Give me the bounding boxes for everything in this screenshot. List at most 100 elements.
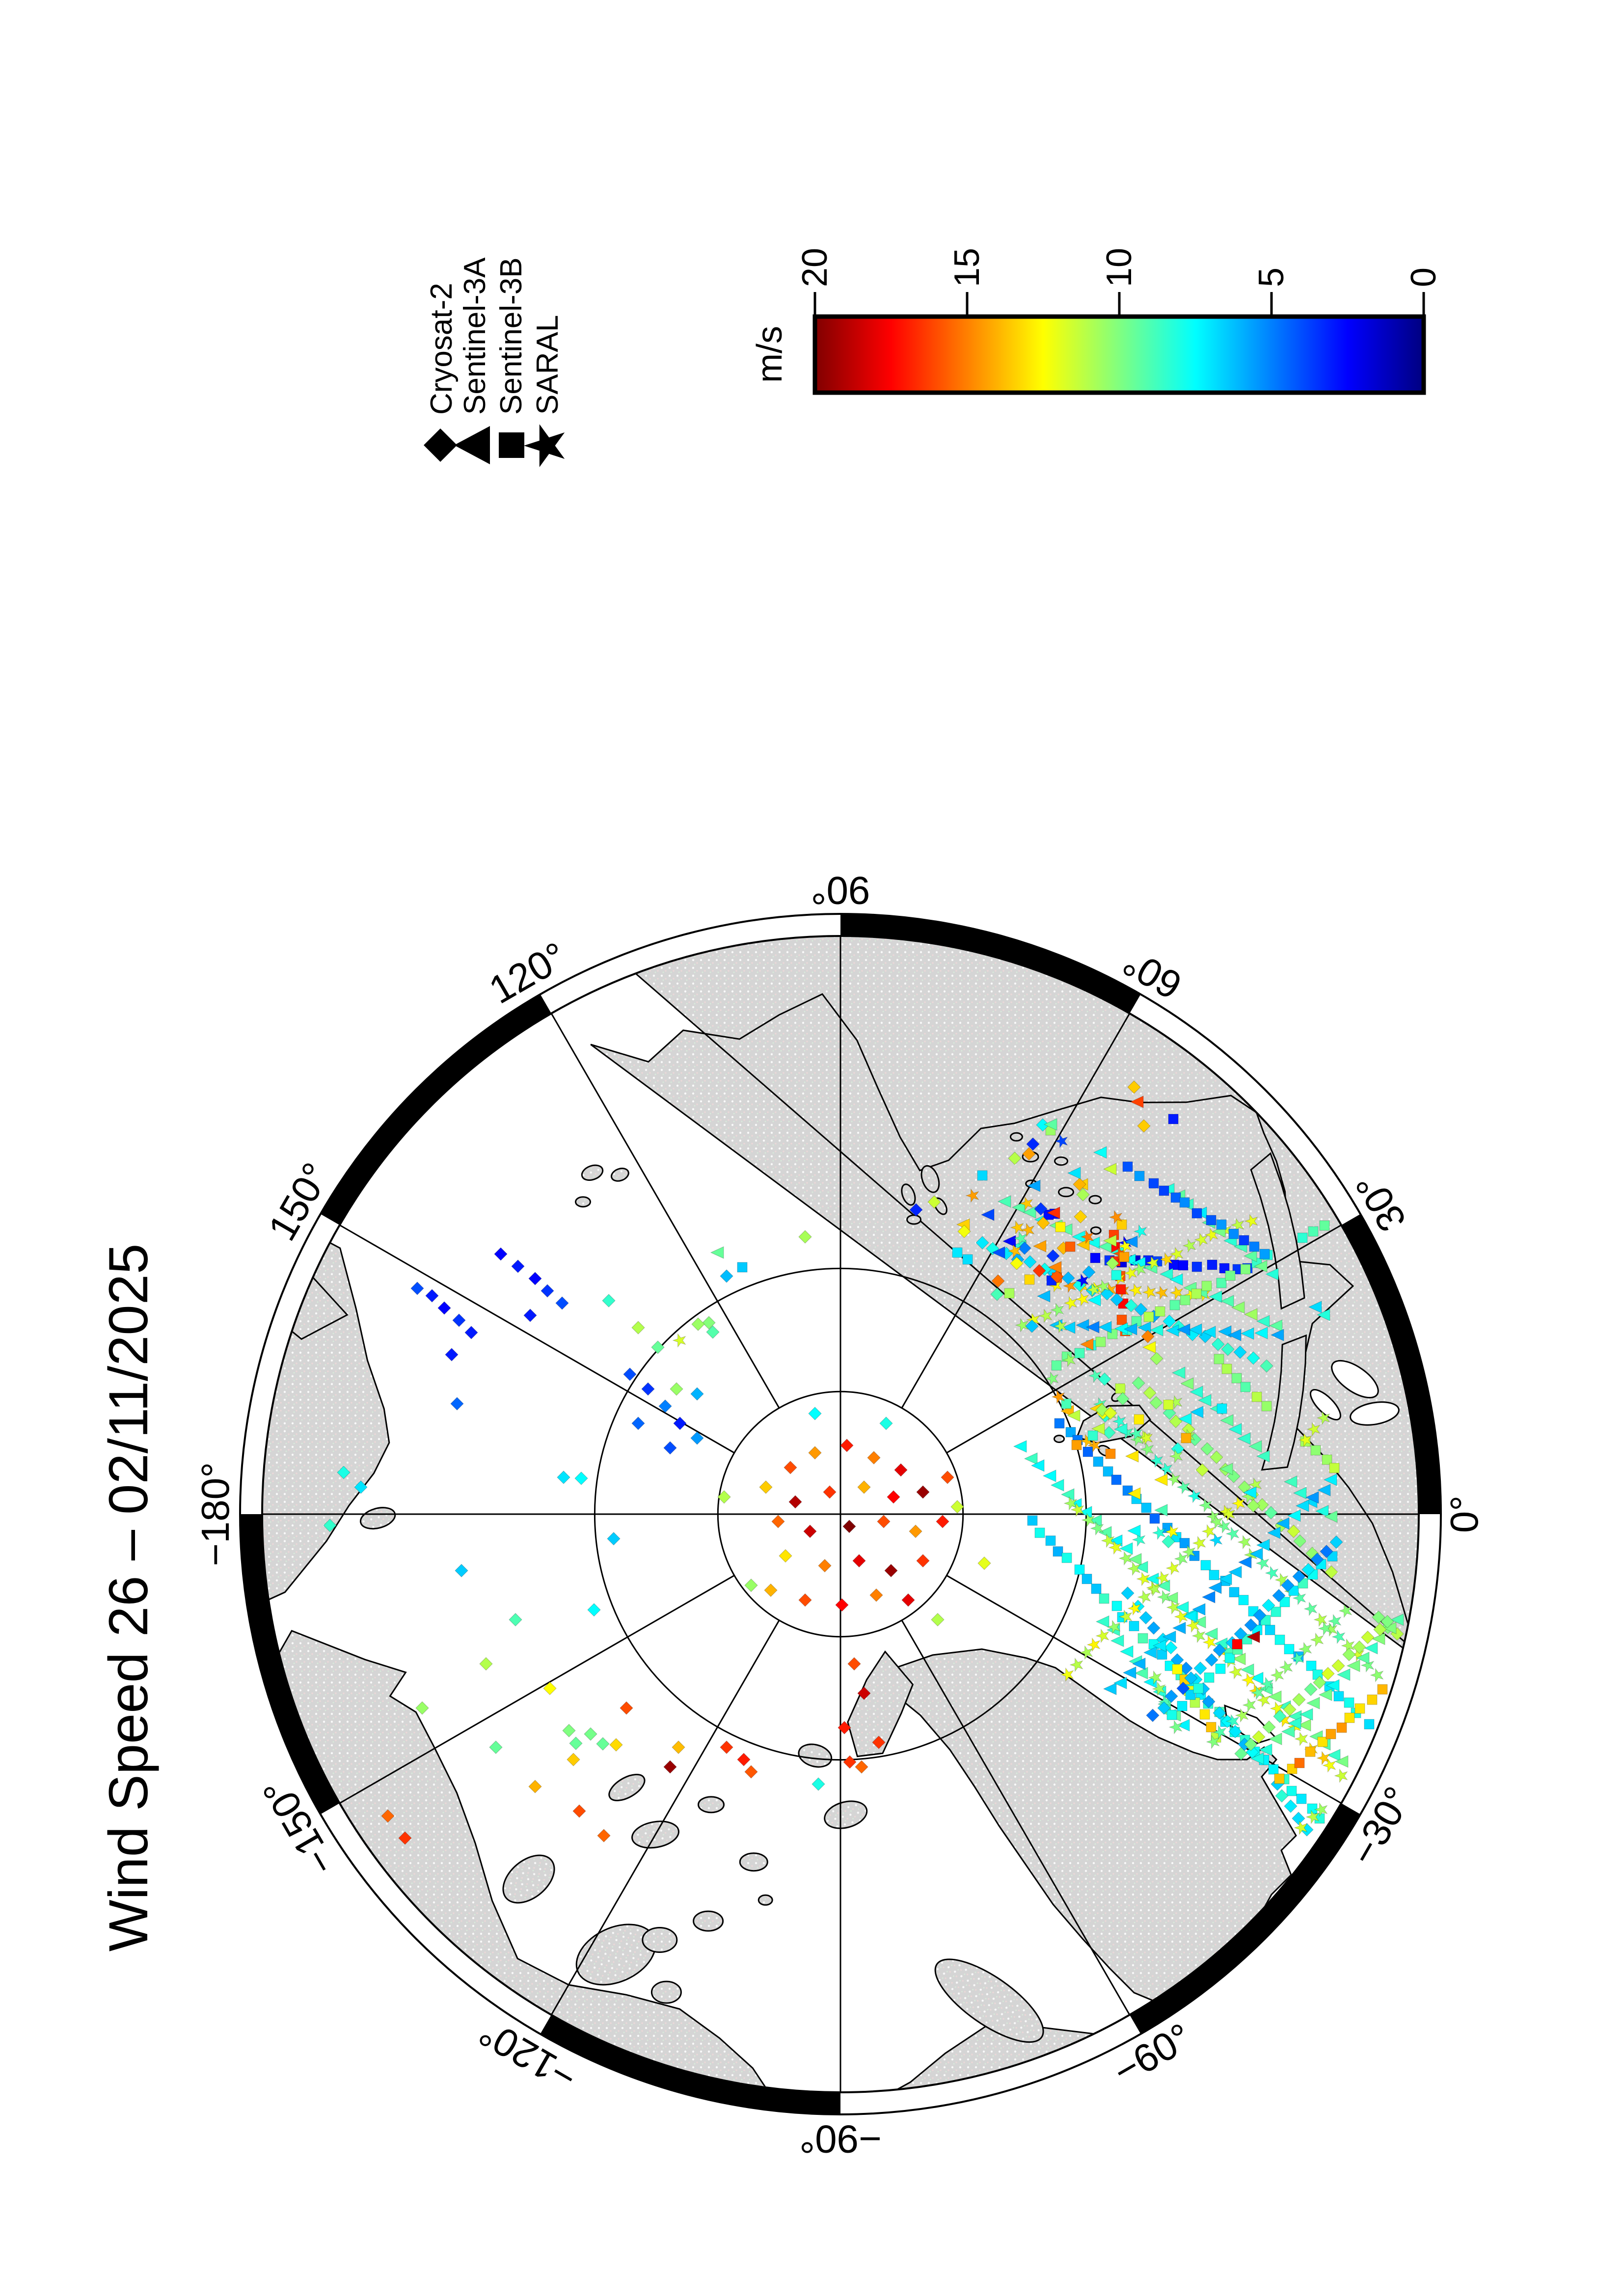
obs-sentinel3b [1180, 1295, 1190, 1306]
obs-sentinel3a [1145, 1573, 1159, 1585]
obs-cryosat2 [1137, 1119, 1151, 1133]
obs-cryosat2 [450, 1397, 464, 1411]
obs-sentinel3b [1143, 1311, 1154, 1322]
obs-sentinel3a [980, 1208, 995, 1221]
obs-saral [1132, 1262, 1146, 1277]
obs-sentinel3a [1058, 1223, 1073, 1236]
obs-sentinel3a [1087, 1294, 1101, 1307]
obs-sentinel3b [1099, 1593, 1109, 1604]
land-new-siberian-3 [575, 1196, 591, 1208]
obs-sentinel3b [1137, 1633, 1148, 1644]
land-ellesmere [847, 1650, 914, 1758]
obs-cryosat2 [528, 1272, 542, 1285]
obs-saral [1154, 1285, 1168, 1300]
obs-sentinel3a [1103, 1682, 1117, 1695]
obs-saral [1209, 1533, 1223, 1548]
obs-saral [1096, 1279, 1110, 1294]
obs-cryosat2 [651, 1340, 665, 1354]
obs-sentinel3a [1192, 1616, 1206, 1629]
white-sea-gulf-2 [1350, 1401, 1400, 1426]
obs-cryosat2 [494, 1247, 508, 1261]
obs-sentinel3b [1134, 1414, 1144, 1425]
obs-sentinel3a [1250, 1752, 1264, 1765]
obs-cryosat2 [1262, 1599, 1275, 1612]
obs-saral [1080, 1229, 1094, 1244]
obs-cryosat2 [597, 1829, 611, 1842]
land-fjl-4 [1088, 1195, 1102, 1204]
obs-cryosat2 [1162, 1535, 1175, 1548]
obs-saral [1265, 1566, 1279, 1580]
obs-cryosat2 [584, 1727, 597, 1741]
land-severnaya-1 [920, 1165, 940, 1193]
obs-saral [1306, 1422, 1321, 1437]
obs-saral [1070, 1502, 1084, 1517]
obs-sentinel3b [1214, 1354, 1224, 1364]
page-title: Wind Speed 26 – 02/11/2025 [98, 1244, 159, 1952]
obs-cryosat2 [557, 1470, 570, 1484]
obs-saral [1080, 1434, 1094, 1448]
obs-sentinel3a [1162, 1630, 1176, 1643]
obs-sentinel3b [1377, 1684, 1388, 1695]
obs-sentinel3a [1243, 1250, 1257, 1262]
obs-saral [1169, 1449, 1183, 1464]
obs-saral [1327, 1614, 1342, 1629]
obs-cryosat2 [916, 1485, 930, 1499]
obs-sentinel3b [1095, 1336, 1106, 1347]
obs-cryosat2 [1260, 1359, 1273, 1373]
obs-sentinel3a [1190, 1406, 1204, 1418]
obs-cryosat2 [1141, 1330, 1155, 1343]
obs-cryosat2 [779, 1549, 792, 1563]
obs-saral [1334, 1768, 1348, 1783]
obs-saral [1305, 1810, 1320, 1824]
obs-cryosat2 [808, 1446, 822, 1460]
obs-sentinel3b [1054, 1418, 1065, 1429]
obs-saral [1118, 1239, 1132, 1254]
obs-saral [1194, 1232, 1208, 1247]
legend-label-saral: SARAL [531, 315, 565, 415]
obs-sentinel3a [1143, 1646, 1157, 1659]
obs-sentinel3b [1170, 1192, 1181, 1203]
obs-saral [1182, 1238, 1196, 1253]
obs-sentinel3a [1228, 1566, 1242, 1578]
longitude-label-150: 150° [260, 1155, 338, 1248]
obs-sentinel3b [1259, 1249, 1270, 1259]
obs-cryosat2 [1150, 1352, 1163, 1365]
obs-sentinel3b [1190, 1697, 1200, 1708]
obs-sentinel3a [1336, 1668, 1351, 1681]
obs-cryosat2 [1050, 1270, 1064, 1283]
obs-cryosat2 [1372, 1610, 1385, 1624]
obs-sentinel3b [1228, 1228, 1239, 1239]
obs-cryosat2 [812, 1777, 825, 1791]
land-somerset [693, 1910, 724, 1932]
rim-black-arc-2 [320, 994, 552, 1226]
obs-cryosat2 [803, 1524, 817, 1538]
obs-sentinel3b [1284, 1644, 1295, 1655]
obs-sentinel3a [1095, 1615, 1109, 1628]
obs-sentinel3a [1346, 1659, 1360, 1672]
obs-cryosat2 [1255, 1498, 1269, 1512]
obs-cryosat2 [957, 1225, 971, 1238]
legend-label-cryosat2: Cryosat-2 [425, 283, 459, 415]
diamond-icon [424, 428, 457, 462]
obs-saral [1148, 1670, 1162, 1685]
obs-sentinel3a [1293, 1487, 1307, 1499]
obs-sentinel3b [1061, 1552, 1072, 1563]
obs-saral [1075, 1292, 1089, 1307]
obs-saral [1107, 1620, 1121, 1634]
obs-sentinel3b [1221, 1363, 1232, 1374]
obs-sentinel3a [1119, 1542, 1133, 1555]
obs-sentinel3a [1295, 1499, 1309, 1512]
obs-sentinel3b [1111, 1474, 1122, 1485]
obs-cryosat2 [620, 1701, 633, 1715]
obs-sentinel3a [1297, 1719, 1311, 1732]
obs-sentinel3b [1024, 1274, 1035, 1285]
obs-cryosat2 [720, 1269, 733, 1283]
obs-saral [1274, 1573, 1289, 1587]
obs-cryosat2 [1313, 1676, 1326, 1689]
obs-cryosat2 [437, 1301, 451, 1315]
obs-saral [1038, 1308, 1053, 1323]
obs-cryosat2 [1018, 1241, 1031, 1255]
obs-cryosat2 [1293, 1534, 1307, 1548]
obs-cryosat2 [798, 1230, 812, 1244]
obs-cryosat2 [555, 1296, 569, 1310]
